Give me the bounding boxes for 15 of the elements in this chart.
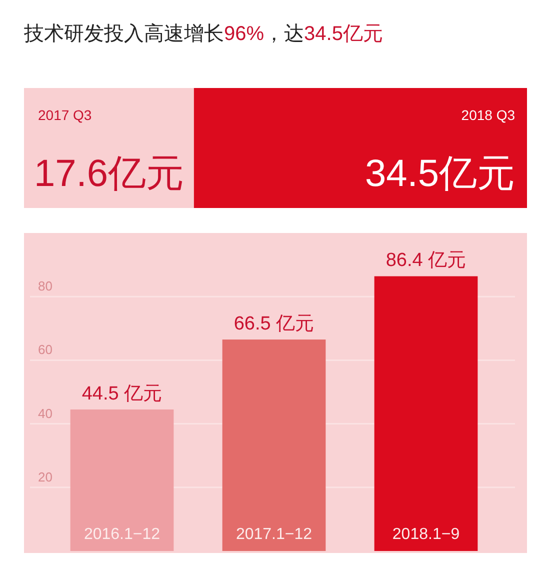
x-tick-label: 2018.1−9 bbox=[392, 526, 460, 543]
category-label: 2017 Q3 bbox=[38, 107, 92, 123]
y-tick-label: 60 bbox=[38, 342, 52, 358]
data-label: 17.6亿元 bbox=[34, 153, 184, 195]
y-tick-label: 40 bbox=[38, 406, 52, 421]
y-tick-label: 80 bbox=[38, 278, 52, 294]
y-tick-label: 20 bbox=[38, 469, 52, 484]
category-label: 2018 Q3 bbox=[461, 107, 516, 123]
data-label: 66.5 亿元 bbox=[234, 314, 314, 335]
data-label: 34.5亿元 bbox=[365, 153, 515, 195]
x-tick-label: 2017.1−12 bbox=[236, 526, 312, 543]
data-label: 86.4 亿元 bbox=[386, 250, 466, 272]
data-label: 44.5 亿元 bbox=[82, 383, 162, 404]
x-tick-label: 2016.1−12 bbox=[84, 526, 160, 543]
text: 技术研发投入高速增长96%，达34.5亿元 bbox=[23, 22, 383, 45]
